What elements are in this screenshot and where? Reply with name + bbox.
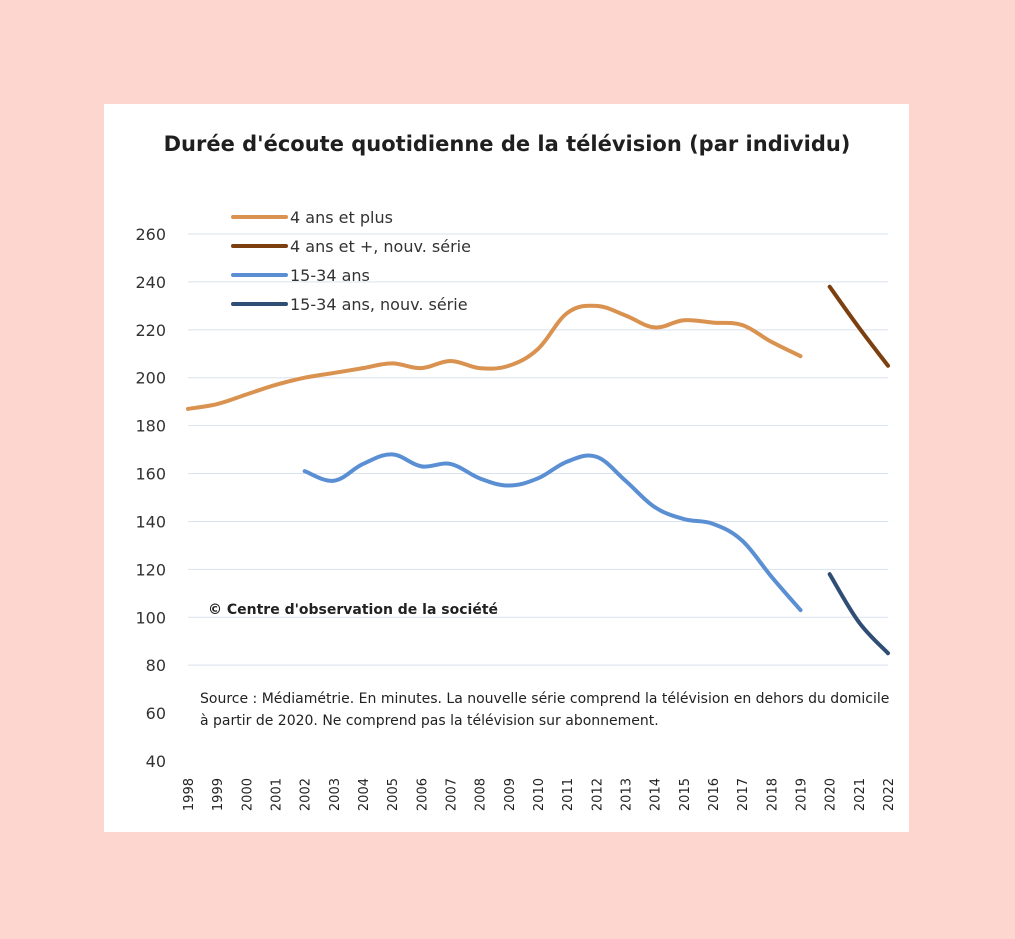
x-tick-label: 2017 <box>736 778 751 811</box>
x-tick-label: 2022 <box>882 778 897 811</box>
x-tick-label: 2003 <box>328 778 343 811</box>
x-tick-label: 2008 <box>474 778 489 811</box>
y-tick-label: 140 <box>135 512 166 531</box>
x-tick-label: 2002 <box>299 778 314 811</box>
x-tick-label: 2013 <box>620 778 635 811</box>
series-line-4 <box>827 572 890 656</box>
y-tick-label: 120 <box>135 560 166 579</box>
y-tick-label: 60 <box>146 704 166 723</box>
x-tick-label: 2005 <box>386 778 401 811</box>
x-tick-label: 2007 <box>445 778 460 811</box>
chart-card: Durée d'écoute quotidienne de la télévis… <box>104 104 909 832</box>
legend-label-4: 15-34 ans, nouv. série <box>290 295 468 314</box>
series-layer <box>186 284 890 656</box>
legend: 4 ans et plus 4 ans et +, nouv. série 15-3… <box>231 208 471 314</box>
x-tick-label: 2018 <box>765 778 780 811</box>
x-tick-label: 1999 <box>211 778 226 811</box>
y-tick-label: 220 <box>135 321 166 340</box>
line-chart: Durée d'écoute quotidienne de la télévis… <box>135 132 897 811</box>
x-tick-label: 2012 <box>590 778 605 811</box>
source-note: Source : Médiamétrie. En minutes. La nou… <box>200 691 890 729</box>
x-tick-label: 2020 <box>824 778 839 811</box>
y-tick-label: 40 <box>146 752 166 771</box>
x-tick-label: 2011 <box>561 778 576 811</box>
x-tick-label: 2010 <box>532 778 547 811</box>
chart-title: Durée d'écoute quotidienne de la télévis… <box>164 132 851 156</box>
y-axis: 40 60 80 100 120 140 160 180 200 220 240 260 <box>135 225 166 771</box>
series-line-2 <box>827 284 890 368</box>
x-tick-label: 2009 <box>503 778 518 811</box>
y-tick-label: 240 <box>135 273 166 292</box>
series-line-1 <box>186 303 803 411</box>
x-axis: 1998 1999 2000 2001 2002 2003 2004 2005 2006 2007… <box>182 778 897 811</box>
x-tick-label: 2015 <box>678 778 693 811</box>
y-tick-label: 100 <box>135 608 166 627</box>
y-tick-label: 200 <box>135 369 166 388</box>
grid-lines <box>188 233 888 666</box>
x-tick-label: 2001 <box>270 778 285 811</box>
x-tick-label: 2014 <box>649 778 664 811</box>
x-tick-label: 2000 <box>240 778 255 811</box>
series-line-3 <box>302 452 803 613</box>
x-tick-label: 2019 <box>795 778 810 811</box>
y-tick-label: 80 <box>146 656 166 675</box>
y-tick-label: 160 <box>135 465 166 484</box>
legend-label-1: 4 ans et plus <box>290 208 393 227</box>
copyright-annotation: © Centre d'observation de la société <box>208 602 498 618</box>
legend-label-2: 4 ans et +, nouv. série <box>290 237 471 256</box>
x-tick-label: 2004 <box>357 778 372 811</box>
legend-label-3: 15-34 ans <box>290 266 370 285</box>
x-tick-label: 2006 <box>415 778 430 811</box>
x-tick-label: 2016 <box>707 778 722 811</box>
y-tick-label: 180 <box>135 417 166 436</box>
x-tick-label: 1998 <box>182 778 197 811</box>
y-tick-label: 260 <box>135 225 166 244</box>
x-tick-label: 2021 <box>853 778 868 811</box>
